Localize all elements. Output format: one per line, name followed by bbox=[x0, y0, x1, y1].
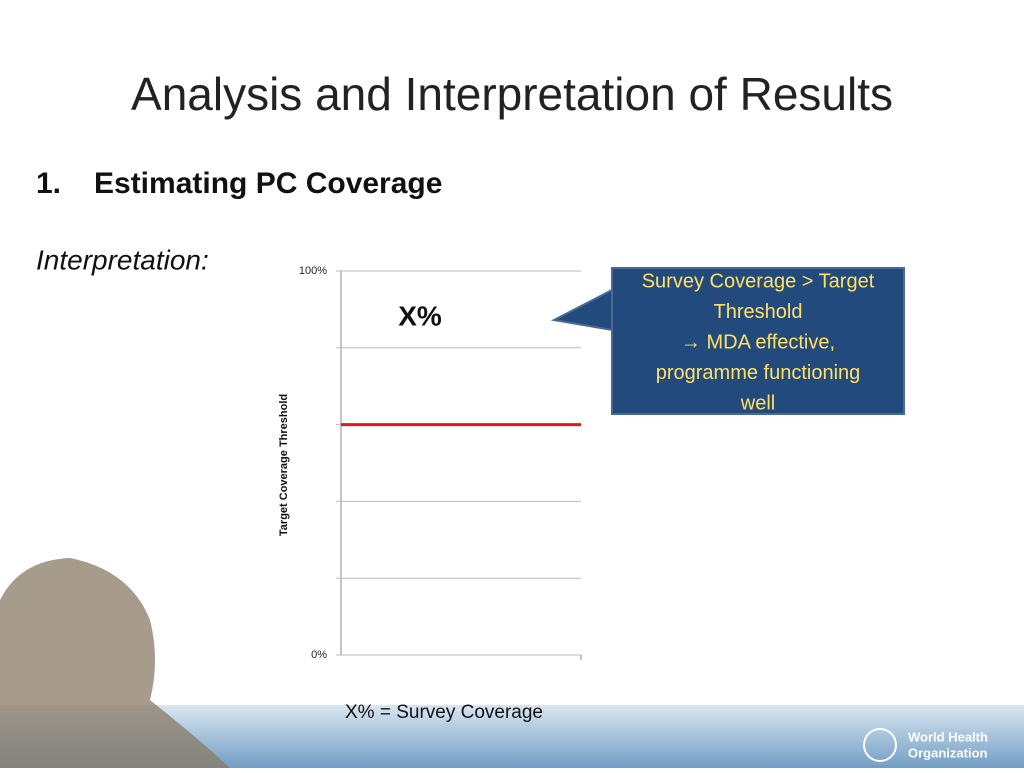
y-tick-label: 100% bbox=[299, 265, 327, 277]
logo-text: World Health bbox=[908, 729, 988, 744]
annotation: X% bbox=[398, 300, 442, 331]
section-heading: Estimating PC Coverage bbox=[94, 167, 442, 200]
logo-text: Organization bbox=[908, 745, 988, 760]
logo-emblem bbox=[863, 728, 897, 762]
callout-box bbox=[611, 267, 905, 415]
y-axis-label: Target Coverage Threshold bbox=[278, 394, 290, 536]
footnote: X% = Survey Coverage bbox=[345, 702, 543, 723]
photo-figure bbox=[0, 558, 230, 768]
callout-text: Threshold bbox=[714, 301, 803, 323]
callout-text: programme functioning bbox=[656, 362, 861, 384]
y-tick-label: 0% bbox=[311, 649, 327, 661]
callout-text: → MDA effective, bbox=[681, 331, 835, 353]
callout-text: Survey Coverage > Target bbox=[642, 270, 875, 292]
section-number: 1. bbox=[36, 167, 61, 200]
callout-pointer bbox=[550, 288, 613, 332]
callout-text: well bbox=[740, 392, 775, 414]
interpretation-label: Interpretation: bbox=[36, 244, 209, 275]
slide-title: Analysis and Interpretation of Results bbox=[131, 68, 893, 120]
